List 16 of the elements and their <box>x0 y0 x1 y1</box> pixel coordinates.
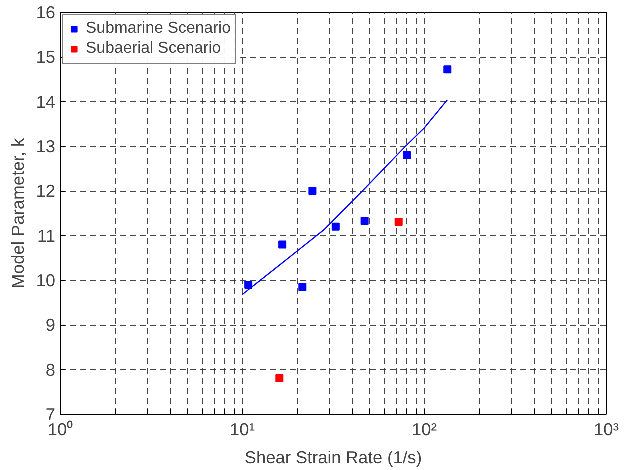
x-axis-title: Shear Strain Rate (1/s) <box>244 448 422 468</box>
x-tick-label: 10² <box>412 420 438 440</box>
y-tick-label: 15 <box>36 47 56 68</box>
y-axis-title: Model Parameter, k <box>8 138 28 289</box>
legend-label: Subaerial Scenario <box>86 40 222 58</box>
y-tick-label: 9 <box>46 315 56 336</box>
y-tick-label: 8 <box>46 360 56 380</box>
y-tick-label: 13 <box>36 136 56 156</box>
x-tick-label: 10¹ <box>230 420 256 440</box>
y-tick-label: 12 <box>36 181 56 202</box>
y-tick-label: 10 <box>36 270 56 290</box>
legend-label: Submarine Scenario <box>86 20 231 38</box>
x-tick-label: 10³ <box>594 420 620 440</box>
y-tick-label: 16 <box>36 2 56 22</box>
y-tick-label: 14 <box>36 92 56 112</box>
y-tick-label: 11 <box>38 226 56 246</box>
